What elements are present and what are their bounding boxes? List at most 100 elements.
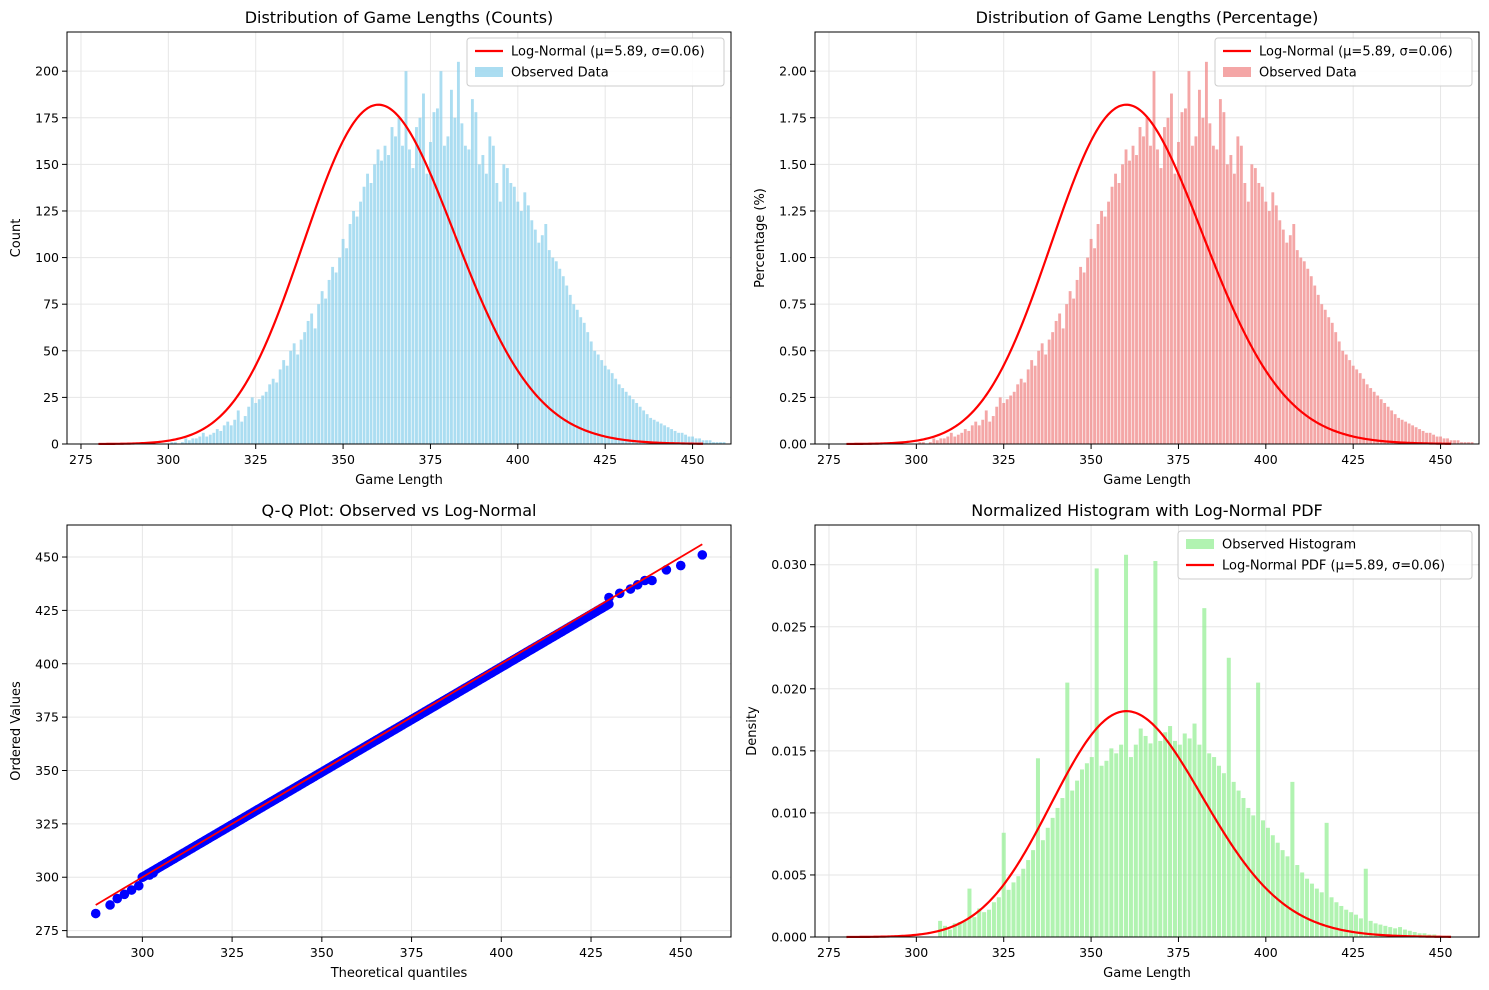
- histogram-bar: [1054, 320, 1058, 444]
- y-tick-label: 125: [35, 203, 59, 218]
- histogram-bar: [341, 238, 345, 444]
- histogram-bar: [946, 436, 950, 444]
- histogram-bar: [1407, 423, 1411, 444]
- histogram-bar: [170, 442, 174, 444]
- y-tick-label: 0.030: [771, 557, 807, 572]
- histogram-bar: [1278, 220, 1282, 444]
- histogram-bar: [972, 917, 977, 937]
- histogram-bar: [180, 442, 184, 444]
- histogram-bar: [1467, 442, 1470, 444]
- histogram-bar: [495, 183, 499, 445]
- histogram-bar: [1065, 682, 1070, 937]
- histogram-bar: [666, 427, 670, 444]
- histogram-bar: [1170, 93, 1173, 445]
- histogram-bar: [429, 141, 432, 444]
- histogram-bar: [677, 432, 681, 444]
- histogram-bar: [1402, 929, 1407, 937]
- histogram-bar: [261, 395, 265, 444]
- histogram-bar: [324, 298, 328, 444]
- histogram-bar: [404, 71, 408, 444]
- x-tick-label: 350: [331, 452, 355, 467]
- histogram-bar: [656, 421, 660, 444]
- qq-point: [133, 880, 144, 891]
- histogram-bar: [1182, 733, 1187, 937]
- histogram-bar: [1270, 835, 1275, 937]
- histogram-bar: [254, 402, 258, 444]
- histogram-bar: [1290, 781, 1295, 937]
- histogram-bar: [1117, 183, 1121, 445]
- y-tick-label: 300: [35, 870, 59, 885]
- x-tick-label: 300: [130, 945, 154, 960]
- histogram-bar: [1453, 440, 1456, 444]
- histogram-bar: [369, 183, 373, 445]
- histogram-bar: [268, 384, 272, 444]
- histogram-bar: [1051, 332, 1055, 444]
- histogram-bar: [1070, 790, 1075, 937]
- chart-percent: 275 300 325 350 375 400 425 450 0.00 0.25 0.50 0.75…: [753, 8, 1480, 488]
- histogram-bar: [373, 164, 376, 444]
- histogram-bar: [1456, 440, 1460, 444]
- histogram-bar: [1372, 391, 1376, 444]
- y-tick-label: 75: [43, 297, 59, 312]
- chart-counts: 275 300 325 350 375 400 425 450 0 25 50 75 100 125 150…: [9, 8, 732, 488]
- histogram-bar: [411, 168, 415, 444]
- histogram-bar: [1110, 186, 1114, 444]
- histogram-bar: [953, 436, 957, 444]
- histogram-bar: [579, 317, 583, 444]
- histogram-bar: [1243, 183, 1247, 445]
- histogram-bar: [1280, 850, 1285, 937]
- histogram-bar: [1337, 341, 1341, 444]
- x-tick-label: 425: [593, 452, 617, 467]
- histogram-bar: [1329, 897, 1334, 937]
- histogram-bar: [1327, 317, 1331, 444]
- histogram-bar: [1107, 201, 1110, 444]
- histogram-bar: [1128, 160, 1131, 444]
- lognormal-fit-curve: [98, 103, 704, 446]
- histogram-bar: [1023, 382, 1027, 444]
- legend-label: Observed Histogram: [1222, 538, 1356, 553]
- histogram-bar: [1163, 127, 1166, 445]
- histogram-bar: [1225, 164, 1229, 444]
- histogram-bar: [215, 429, 219, 444]
- histogram-bar: [352, 210, 356, 444]
- y-tick-label: 275: [35, 923, 59, 938]
- lognormal-fit-curve: [846, 710, 1452, 939]
- x-tick-label: 400: [1254, 452, 1278, 467]
- histogram-bar: [442, 145, 446, 444]
- histogram-bar: [243, 416, 247, 444]
- histogram-bar: [1281, 229, 1285, 444]
- histogram-bar: [1417, 933, 1422, 937]
- histogram-bar: [624, 391, 628, 444]
- histogram-bar: [401, 145, 404, 444]
- legend: Log-Normal (μ=5.89, σ=0.06) Observed Data: [1214, 37, 1473, 87]
- histogram-bar: [526, 205, 530, 444]
- histogram-bar: [1404, 421, 1408, 444]
- histogram-bar: [1197, 744, 1202, 937]
- histogram-bar: [1002, 402, 1006, 444]
- histogram-bar: [1177, 141, 1180, 444]
- histogram-bar: [236, 410, 240, 444]
- histogram-bar: [537, 242, 541, 444]
- histogram-bar: [1319, 892, 1324, 937]
- histogram-bar: [952, 923, 957, 937]
- histogram-bar: [348, 224, 352, 444]
- histogram-bar: [1470, 442, 1474, 444]
- histogram-bar: [1061, 328, 1065, 444]
- histogram-bar: [1299, 257, 1303, 444]
- histogram-bar: [1086, 257, 1090, 444]
- x-tick-label: 375: [419, 452, 443, 467]
- histogram-bar: [1006, 889, 1011, 937]
- histogram-bar: [551, 257, 555, 444]
- x-tick-label: 275: [817, 452, 841, 467]
- histogram-bar: [380, 160, 383, 444]
- histogram-bar: [345, 248, 349, 444]
- histogram-bar: [970, 425, 974, 444]
- histogram-bar: [1351, 365, 1355, 444]
- histogram-bar: [554, 261, 558, 444]
- histogram-bar: [201, 432, 205, 444]
- histogram-bar: [505, 168, 509, 444]
- histogram-bar: [947, 929, 952, 937]
- y-tick-label: 325: [35, 816, 59, 831]
- histogram-bar: [982, 912, 987, 937]
- histogram-bar: [1187, 71, 1191, 444]
